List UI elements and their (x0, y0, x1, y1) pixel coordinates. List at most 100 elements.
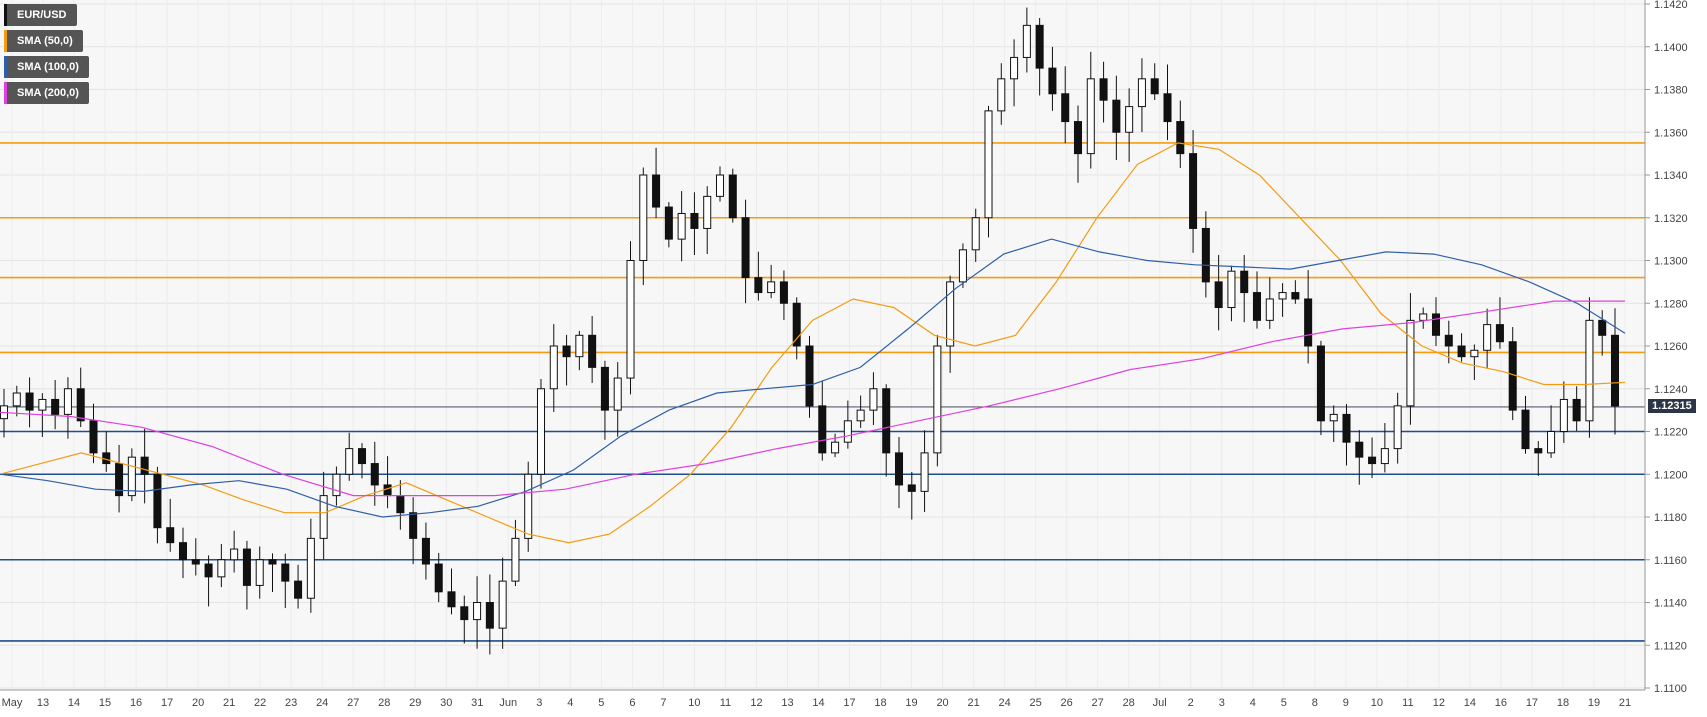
y-tick-label: 1.1200 (1654, 469, 1688, 481)
x-tick-label: 14 (68, 697, 80, 709)
candle-body (268, 559, 277, 565)
x-tick-label: 21 (223, 697, 235, 709)
x-tick-label: 16 (1495, 697, 1507, 709)
candle-body (946, 281, 955, 347)
legend-sma100[interactable]: SMA (100,0) (4, 56, 89, 78)
candle-body (63, 388, 72, 415)
candle-body (626, 260, 635, 379)
x-tick-label: 25 (1030, 697, 1042, 709)
candle-body (485, 602, 494, 629)
candle-body (703, 195, 712, 229)
candle-body (1265, 298, 1274, 321)
candle-body (1585, 319, 1594, 422)
x-tick-label: 5 (1281, 697, 1287, 709)
x-tick-label: 19 (905, 697, 917, 709)
candle-body (1150, 78, 1159, 95)
y-tick-label: 1.1380 (1654, 85, 1688, 97)
plot-background (0, 0, 1645, 690)
legend-swatch-sma50 (4, 30, 7, 52)
candle-body (907, 484, 916, 492)
candle-body (1572, 398, 1581, 422)
x-tick-label: 6 (629, 697, 635, 709)
x-tick-label: 30 (440, 697, 452, 709)
x-tick-label: 17 (1526, 697, 1538, 709)
candle-body (690, 212, 699, 229)
candle-body (997, 78, 1006, 112)
candle-body (1163, 93, 1172, 123)
candle-body (25, 392, 34, 411)
x-tick-label: 20 (192, 697, 204, 709)
candle-body (536, 388, 546, 475)
candle-body (332, 473, 341, 497)
candle-body (588, 334, 597, 368)
candle-body (1112, 99, 1121, 133)
x-tick-label: 26 (1061, 697, 1073, 709)
y-tick-label: 1.1160 (1654, 555, 1687, 567)
candle-body (971, 217, 980, 251)
candle-body (511, 537, 520, 582)
x-tick-label: 14 (1464, 697, 1476, 709)
y-tick-label: 1.1120 (1654, 640, 1687, 652)
candle-body (1086, 78, 1095, 155)
candle-body (421, 537, 430, 565)
candle-body (792, 302, 801, 347)
candle-body (357, 448, 367, 465)
candle-body (639, 174, 648, 261)
candle-body (1559, 398, 1568, 432)
x-tick-label: 27 (347, 697, 359, 709)
candle-body (652, 174, 661, 208)
x-tick-label: 24 (316, 697, 328, 709)
candle-body (549, 345, 558, 390)
candle-body (1355, 441, 1364, 458)
y-tick-label: 1.1240 (1654, 384, 1688, 396)
x-tick-label: 9 (1343, 697, 1349, 709)
candle-body (1189, 153, 1198, 229)
x-tick-label: 12 (1433, 697, 1445, 709)
y-tick-label: 1.1260 (1654, 341, 1688, 353)
legend-label-sma200: SMA (200,0) (17, 87, 79, 99)
candle-body (805, 345, 814, 407)
candle-body (754, 277, 763, 294)
sma-200-line (0, 300, 1625, 497)
candle-body (869, 388, 878, 411)
x-tick-label: 28 (378, 697, 390, 709)
candle-body (153, 473, 162, 529)
y-tick-label: 1.1420 (1654, 0, 1688, 11)
x-tick-label: 13 (781, 697, 793, 709)
candle-body (958, 249, 967, 283)
candle-body (1227, 270, 1236, 309)
candle-body (1073, 121, 1083, 155)
x-tick-label: 19 (1588, 697, 1600, 709)
x-tick-label: 10 (1371, 697, 1383, 709)
candle-body (1470, 349, 1479, 358)
candle-body (115, 463, 124, 497)
candle-body (294, 580, 303, 599)
candle-body (1598, 319, 1607, 336)
y-tick-label: 1.1400 (1654, 42, 1688, 54)
legend-sma50[interactable]: SMA (50,0) (4, 30, 83, 52)
candle-body (1495, 324, 1504, 343)
y-tick-label: 1.1300 (1654, 256, 1688, 268)
legend-sma200[interactable]: SMA (200,0) (4, 82, 89, 104)
candle-body (779, 281, 788, 304)
candle-body (447, 591, 456, 608)
candle-body (562, 345, 571, 358)
candle-body (818, 405, 827, 454)
candle-body (894, 452, 904, 486)
candle-body (319, 495, 328, 539)
candle-body (281, 563, 290, 582)
legend-eurusd[interactable]: EUR/USD (4, 4, 77, 26)
candle-body (166, 527, 175, 544)
candle-body (933, 345, 942, 454)
y-tick-label: 1.1320 (1654, 213, 1688, 225)
x-tick-label: 31 (471, 697, 483, 709)
candle-body (1048, 67, 1057, 95)
candle-body (728, 174, 737, 219)
candle-body (38, 398, 47, 411)
x-tick-label: 21 (1619, 697, 1631, 709)
candle-body (524, 473, 533, 539)
candle-body (1534, 448, 1543, 454)
candle-body (1304, 298, 1313, 347)
candle-body (76, 388, 85, 422)
